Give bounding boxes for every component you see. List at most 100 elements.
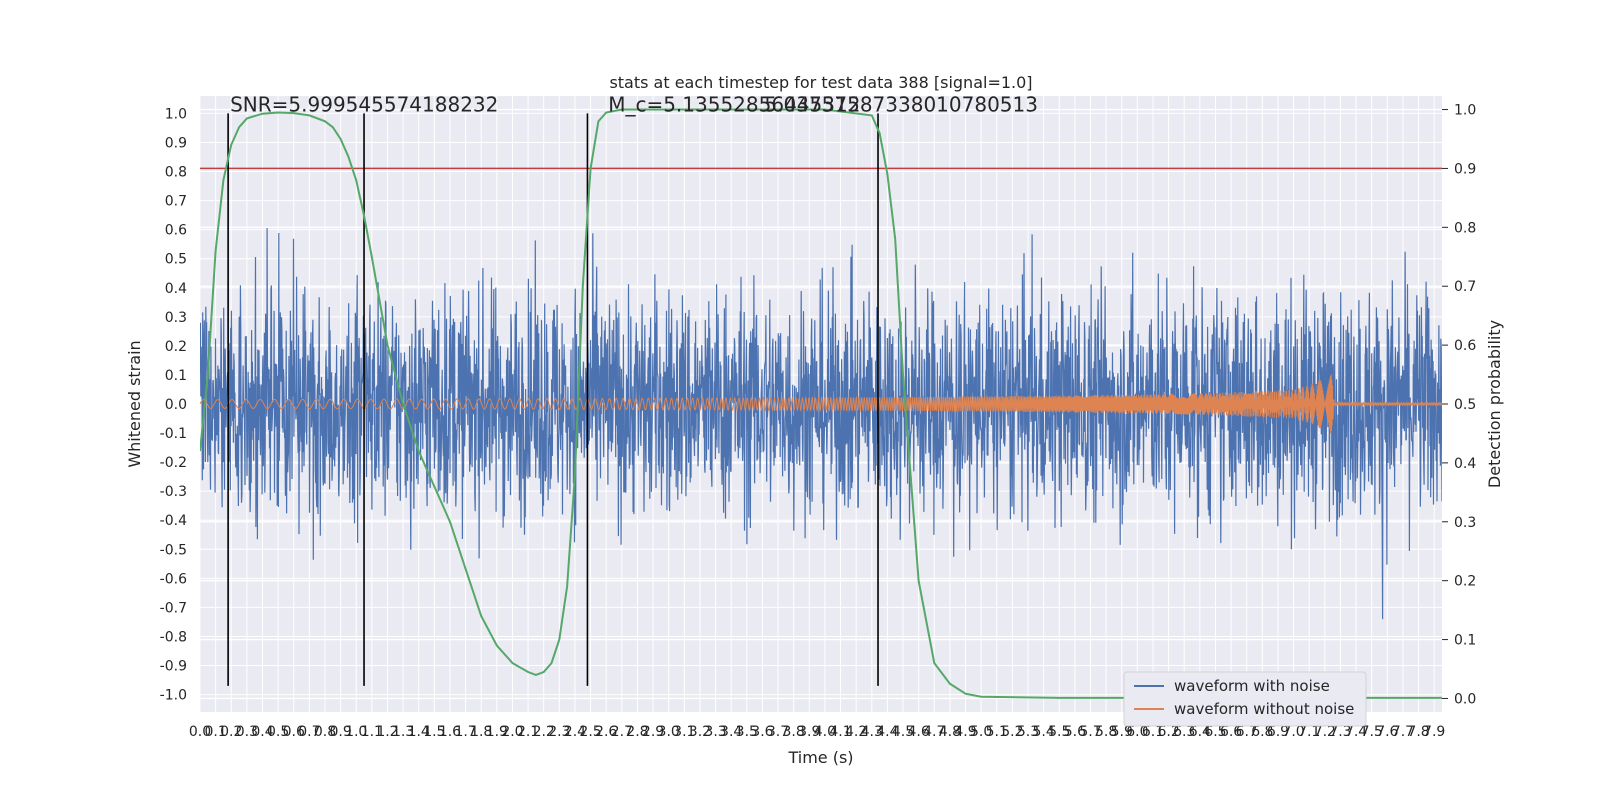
x-tick-label: 6.6 bbox=[1220, 724, 1242, 740]
annotation-text: M_c=5.13552856445312 bbox=[608, 93, 860, 117]
y2-tick-label: 0.3 bbox=[1454, 515, 1476, 531]
annotations: SNR=5.999545574188232 M_c=5.1355285644531… bbox=[230, 93, 1038, 117]
y-tick-label: -0.8 bbox=[160, 629, 187, 645]
x-tick-label: 2.8 bbox=[626, 724, 648, 740]
x-tick-label: 4.6 bbox=[908, 724, 930, 740]
y-tick-label: 0.9 bbox=[165, 135, 187, 151]
x-tick-label: 5.6 bbox=[1064, 724, 1086, 740]
x-tick-label: 7.6 bbox=[1376, 724, 1398, 740]
y-tick-label: 0.2 bbox=[165, 339, 187, 355]
y-tick-label: 0.6 bbox=[165, 223, 187, 239]
x-tick-label: 1.1 bbox=[361, 724, 383, 740]
x-tick-label: 1.3 bbox=[392, 724, 414, 740]
x-tick-label: 2.4 bbox=[564, 724, 586, 740]
x-tick-label: 6.3 bbox=[1173, 724, 1195, 740]
x-tick-label: 2.9 bbox=[642, 724, 664, 740]
x-tick-label: 4.8 bbox=[939, 724, 961, 740]
x-tick-label: 3.7 bbox=[767, 724, 789, 740]
x-tick-label: 3.5 bbox=[736, 724, 758, 740]
x-tick-label: 6.0 bbox=[1126, 724, 1148, 740]
x-tick-label: 1.8 bbox=[470, 724, 492, 740]
x-tick-label: 6.9 bbox=[1267, 724, 1289, 740]
x-tick-label: 1.5 bbox=[423, 724, 445, 740]
x-tick-label: 3.3 bbox=[704, 724, 726, 740]
x-tick-label: 2.6 bbox=[595, 724, 617, 740]
x-tick-label: 4.9 bbox=[954, 724, 976, 740]
y-ticks: 1.0 0.9 0.8 0.7 0.6 0.5 0.4 0.3 0.2 0.1 0.0 -0.1 -0.… bbox=[160, 106, 187, 703]
x-tick-label: 4.7 bbox=[923, 724, 945, 740]
x-tick-label: 5.4 bbox=[1032, 724, 1054, 740]
x-tick-label: 3.6 bbox=[751, 724, 773, 740]
x-tick-label: 4.3 bbox=[861, 724, 883, 740]
x-tick-label: 5.7 bbox=[1079, 724, 1101, 740]
x-tick-label: 6.2 bbox=[1157, 724, 1179, 740]
y-tick-label: -0.7 bbox=[160, 600, 187, 616]
x-tick-label: 2.3 bbox=[548, 724, 570, 740]
x-tick-label: 6.1 bbox=[1142, 724, 1164, 740]
y-tick-label: 0.8 bbox=[165, 165, 187, 181]
x-tick-label: 0.3 bbox=[236, 724, 258, 740]
y-tick-label: -0.4 bbox=[160, 513, 187, 529]
x-tick-label: 4.2 bbox=[845, 724, 867, 740]
x-tick-label: 7.8 bbox=[1407, 724, 1429, 740]
x-tick-label: 5.1 bbox=[986, 724, 1008, 740]
legend: waveform with noise waveform without noi… bbox=[1123, 671, 1367, 727]
y-tick-label: 0.7 bbox=[165, 194, 187, 210]
x-tick-label: 7.9 bbox=[1423, 724, 1445, 740]
legend-noise-label: waveform with noise bbox=[1174, 677, 1330, 695]
x-tick-label: 1.2 bbox=[376, 724, 398, 740]
x-axis-label: Time (s) bbox=[787, 748, 853, 767]
y2-tick-label: 0.0 bbox=[1454, 691, 1476, 707]
x-tick-label: 2.2 bbox=[533, 724, 555, 740]
x-tick-label: 5.0 bbox=[970, 724, 992, 740]
x-tick-label: 5.8 bbox=[1095, 724, 1117, 740]
x-tick-label: 3.8 bbox=[783, 724, 805, 740]
y-tick-label: 0.4 bbox=[165, 281, 187, 297]
x-tick-label: 0.0 bbox=[189, 724, 211, 740]
x-tick-label: 2.7 bbox=[611, 724, 633, 740]
x-tick-label: 1.4 bbox=[408, 724, 430, 740]
x-tick-label: 4.1 bbox=[829, 724, 851, 740]
y2-tick-label: 0.1 bbox=[1454, 633, 1476, 649]
y2-tick-label: 1.0 bbox=[1454, 103, 1476, 119]
y-tick-label: -0.5 bbox=[160, 542, 187, 558]
x-tick-label: 0.6 bbox=[283, 724, 305, 740]
y2-tick-label: 0.4 bbox=[1454, 456, 1476, 472]
y-tick-label: 0.1 bbox=[165, 368, 187, 384]
x-tick-label: 0.5 bbox=[267, 724, 289, 740]
x-tick-label: 4.4 bbox=[876, 724, 898, 740]
x-tick-label: 5.2 bbox=[1001, 724, 1023, 740]
x-tick-label: 3.1 bbox=[673, 724, 695, 740]
y2-ticks: 1.0 0.9 0.8 0.7 0.6 0.5 0.4 0.3 0.2 0.1 0.0 bbox=[1442, 103, 1476, 707]
x-tick-label: 7.5 bbox=[1361, 724, 1383, 740]
x-tick-label: 2.1 bbox=[517, 724, 539, 740]
y2-axis-label: Detection probability bbox=[1485, 320, 1504, 488]
y2-tick-label: 0.5 bbox=[1454, 397, 1476, 413]
y-axis-label: Whitened strain bbox=[125, 340, 144, 467]
x-ticks: 0.00.10.20.30.40.50.60.70.80.91.01.11.21… bbox=[189, 724, 1445, 740]
x-tick-label: 0.1 bbox=[204, 724, 226, 740]
x-tick-label: 0.9 bbox=[329, 724, 351, 740]
x-tick-label: 2.5 bbox=[579, 724, 601, 740]
x-tick-label: 7.3 bbox=[1329, 724, 1351, 740]
y2-tick-label: 0.2 bbox=[1454, 574, 1476, 590]
x-tick-label: 7.0 bbox=[1282, 724, 1304, 740]
y-tick-label: 0.3 bbox=[165, 310, 187, 326]
x-tick-label: 1.0 bbox=[345, 724, 367, 740]
x-tick-label: 7.7 bbox=[1392, 724, 1414, 740]
y-tick-label: -1.0 bbox=[160, 688, 187, 704]
legend-box bbox=[1123, 671, 1367, 727]
legend-clean-label: waveform without noise bbox=[1174, 700, 1354, 718]
x-tick-label: 3.4 bbox=[720, 724, 742, 740]
x-tick-label: 6.7 bbox=[1236, 724, 1258, 740]
y-tick-label: -0.1 bbox=[160, 426, 187, 442]
x-tick-label: 6.8 bbox=[1251, 724, 1273, 740]
x-tick-label: 1.7 bbox=[454, 724, 476, 740]
x-tick-label: 4.0 bbox=[814, 724, 836, 740]
y2-tick-label: 0.7 bbox=[1454, 279, 1476, 295]
x-tick-label: 5.9 bbox=[1111, 724, 1133, 740]
annotation-text: SNR=5.999545574188232 bbox=[230, 93, 498, 117]
y-tick-label: 1.0 bbox=[165, 106, 187, 122]
x-tick-label: 2.0 bbox=[501, 724, 523, 740]
y2-tick-label: 0.8 bbox=[1454, 220, 1476, 236]
